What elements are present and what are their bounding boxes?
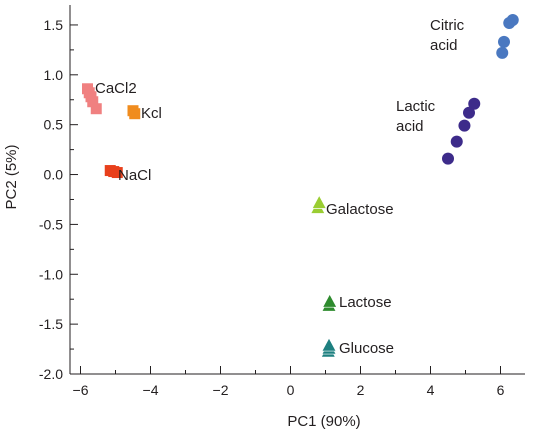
point-label-line: acid xyxy=(396,118,424,135)
triangle-point xyxy=(321,337,337,352)
x-tick-label: −6 xyxy=(73,382,89,398)
point-label: NaCl xyxy=(118,167,151,184)
circle-point xyxy=(468,97,481,110)
x-tick-label: 6 xyxy=(497,382,505,398)
x-tick-label: 0 xyxy=(287,382,295,398)
y-tick-label: 0.5 xyxy=(44,117,64,133)
triangle-point xyxy=(322,293,338,308)
y-tick-label: 0.0 xyxy=(44,167,64,183)
axes: −6 −4 −2 0 2 4 6 1.5 1.0 0.5 0.0 -0.5 -1.0 -1.5 -2.0 xyxy=(39,5,525,398)
point-label-line: CaCl2 xyxy=(95,80,137,97)
point-label: CaCl2 xyxy=(95,80,137,97)
point-label-line: acid xyxy=(430,37,458,54)
y-tick-label: 1.5 xyxy=(44,17,64,33)
point-label-line: Glucose xyxy=(339,340,394,357)
square-point xyxy=(87,96,99,108)
point-label-line: NaCl xyxy=(118,167,151,184)
circle-point xyxy=(450,135,463,148)
square-point xyxy=(111,167,123,179)
point-label-line: Galactose xyxy=(326,201,394,218)
circle-point xyxy=(503,16,516,29)
point-label: Kcl xyxy=(141,105,162,122)
y-tick-label: -0.5 xyxy=(39,216,63,232)
triangle-point xyxy=(311,194,327,209)
y-tick-label: 1.0 xyxy=(44,67,64,83)
point-label-line: Lactic xyxy=(396,98,436,115)
square-point xyxy=(90,103,102,115)
data-points xyxy=(82,13,519,358)
circle-point xyxy=(498,35,510,48)
y-axis-title: PC2 (5%) xyxy=(3,144,20,209)
y-tick-label: -2.0 xyxy=(39,366,63,382)
point-label-line: Citric xyxy=(430,17,465,34)
x-tick-label: −2 xyxy=(213,382,229,398)
y-tick-label: -1.5 xyxy=(39,316,63,332)
x-tick-label: 4 xyxy=(427,382,435,398)
circle-point xyxy=(442,152,454,165)
x-tick-label: 2 xyxy=(357,382,365,398)
circle-point xyxy=(463,106,475,119)
circle-point xyxy=(458,119,471,132)
x-axis-title: PC1 (90%) xyxy=(287,413,360,430)
point-label: Glucose xyxy=(339,340,394,357)
circle-point xyxy=(496,46,509,59)
point-label: Galactose xyxy=(326,201,394,218)
y-tick-label: -1.0 xyxy=(39,266,63,282)
point-label: Lactose xyxy=(339,294,392,311)
square-point xyxy=(129,108,141,120)
point-label-line: Lactose xyxy=(339,294,392,311)
point-label: Lactic acid xyxy=(396,98,436,135)
x-tick-label: −4 xyxy=(143,382,159,398)
point-label: Citric acid xyxy=(430,17,465,54)
point-label-line: Kcl xyxy=(141,105,162,122)
